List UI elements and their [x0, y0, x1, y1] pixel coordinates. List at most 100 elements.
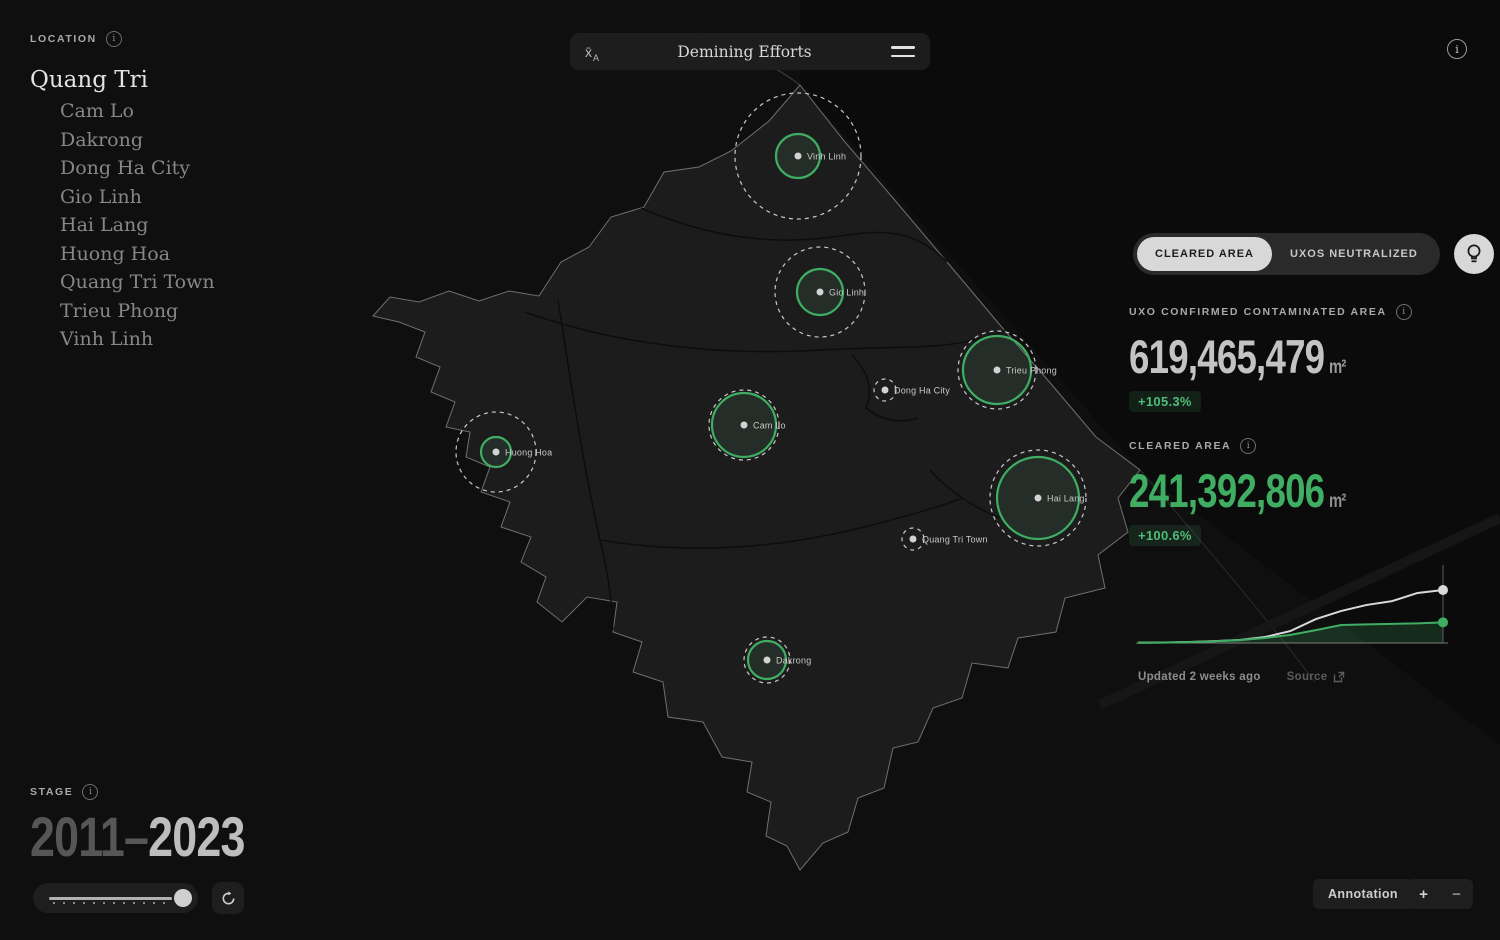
district-dot: [816, 288, 824, 296]
insights-button[interactable]: [1453, 234, 1494, 274]
slider-ticks: [53, 902, 171, 904]
unit-label: m²: [1328, 491, 1346, 512]
stat-contaminated-value: 619,465,479 m²: [1129, 330, 1346, 383]
zoom-out-button[interactable]: −: [1452, 885, 1461, 903]
external-link-icon: [1334, 671, 1345, 683]
toggle-cleared-area[interactable]: CLEARED AREA: [1137, 237, 1272, 271]
contaminated-ring: [743, 636, 791, 684]
stat-cleared-delta: +100.6%: [1129, 525, 1201, 546]
stat-contaminated-label: UXO CONFIRMED CONTAMINATED AREA: [1129, 306, 1387, 318]
contaminated-ring: [708, 389, 780, 461]
district-link-dakrong[interactable]: Dakrong: [60, 128, 143, 151]
district-link-trieu-phong[interactable]: Trieu Phong: [60, 299, 179, 322]
district-bubble-label: Trieu Phong: [1006, 366, 1057, 376]
province-boundary[interactable]: [372, 84, 1141, 871]
district-list: Cam Lo Dakrong Dong Ha City Gio Linh Hai Lan…: [30, 97, 215, 354]
district-bubble-trieu-phong[interactable]: Trieu Phong: [957, 330, 1057, 410]
district-dot: [492, 448, 500, 456]
district-link-gio-linh[interactable]: Gio Linh: [60, 185, 142, 208]
sea-region: [800, 0, 1500, 745]
district-bubble-label: Gio Linh: [829, 288, 864, 298]
shoreline-south: [1139, 469, 1316, 683]
district-bubbles: Vinh Linh Gio Linh Trieu Phong Dong Ha City…: [455, 92, 1087, 684]
annotation-button[interactable]: Annotation: [1313, 879, 1413, 909]
contaminated-info-icon[interactable]: [1395, 304, 1412, 320]
stage-range: 2011–2023: [30, 804, 245, 869]
district-bubble-gio-linh[interactable]: Gio Linh: [774, 246, 866, 338]
stage-separator: –: [124, 805, 149, 868]
district-bubble-label: Quang Tri Town: [922, 535, 988, 545]
district-link-vinh-linh[interactable]: Vinh Linh: [60, 328, 154, 350]
cleared-line: [1137, 621, 1444, 644]
district-link-quang-tri-town[interactable]: Quang Tri Town: [60, 271, 215, 293]
district-boundaries: [524, 207, 1006, 631]
district-dot: [909, 535, 917, 543]
stage-label: STAGE: [30, 786, 74, 798]
district-bubble-vinh-linh[interactable]: Vinh Linh: [734, 92, 862, 220]
translate-icon[interactable]: [585, 45, 598, 59]
district-dot: [1034, 494, 1042, 502]
district-bubble-label: Vinh Linh: [807, 152, 846, 162]
stage-panel: STAGE 2011–2023: [30, 784, 298, 869]
zoom-in-button[interactable]: +: [1419, 885, 1428, 903]
location-info-icon[interactable]: [105, 31, 122, 47]
layer-toggle-row: CLEARED AREA UXOS NEUTRALIZED: [1133, 233, 1494, 275]
stat-cleared-label: CLEARED AREA: [1129, 440, 1232, 452]
cleared-area-fill: [1138, 622, 1443, 643]
unit-label: m²: [1328, 357, 1346, 378]
district-bubble-hai-lang[interactable]: Hai Lang: [989, 449, 1087, 547]
replay-button[interactable]: [212, 882, 244, 914]
district-bubble-dakrong[interactable]: Dakrong: [743, 636, 811, 684]
location-label: LOCATION: [30, 33, 97, 45]
district-bubble-quang-tri-town[interactable]: Quang Tri Town: [901, 527, 988, 551]
province-link[interactable]: Quang Tri: [30, 67, 148, 93]
toggle-uxos-neutralized[interactable]: UXOS NEUTRALIZED: [1290, 248, 1418, 260]
district-link-hai-lang[interactable]: Hai Lang: [60, 214, 149, 236]
district-dot: [740, 421, 748, 429]
updated-text: Updated 2 weeks ago: [1138, 671, 1261, 683]
district-bubble-label: Dong Ha City: [894, 386, 950, 396]
stat-contaminated-delta: +105.3%: [1129, 391, 1201, 412]
contaminated-ring: [774, 246, 866, 338]
contaminated-ring: [455, 411, 537, 493]
page-info-button[interactable]: [1442, 34, 1472, 64]
refresh-icon: [222, 890, 234, 904]
menu-icon[interactable]: [890, 46, 915, 57]
stage-info-icon[interactable]: [82, 784, 99, 800]
district-bubble-cam-lo[interactable]: Cam Lo: [708, 389, 786, 461]
contaminated-ring: [989, 449, 1087, 547]
district-bubble-label: Huong Hoa: [505, 448, 552, 458]
contaminated-ring: [957, 330, 1037, 410]
stage-start-year: 2011: [30, 805, 125, 868]
info-icon: [1447, 39, 1467, 59]
district-link-cam-lo[interactable]: Cam Lo: [60, 100, 134, 122]
district-bubble-dong-ha-city[interactable]: Dong Ha City: [873, 378, 950, 402]
slider-track[interactable]: [49, 897, 172, 900]
road-line: [1097, 513, 1500, 710]
district-dot: [881, 386, 889, 394]
district-bubble-huong-hoa[interactable]: Huong Hoa: [455, 411, 552, 493]
timeline-slider[interactable]: [33, 883, 198, 913]
map-zoom-control: + −: [1407, 879, 1473, 909]
district-bubble-label: Dakrong: [776, 656, 811, 666]
stat-contaminated: UXO CONFIRMED CONTAMINATED AREA 619,465,…: [1129, 304, 1412, 412]
district-bubble-label: Hai Lang: [1047, 494, 1085, 504]
cleared-info-icon[interactable]: [1240, 438, 1257, 454]
page-title: Demining Efforts: [677, 42, 812, 61]
lightbulb-icon: [1467, 244, 1481, 263]
district-dot: [993, 366, 1001, 374]
sparkline-chart: [1136, 565, 1448, 644]
contaminated-end-dot: [1438, 585, 1448, 595]
district-dot: [763, 656, 771, 664]
contaminated-ring: [734, 92, 862, 220]
cleared-end-dot: [1438, 617, 1448, 628]
trend-chart: [1130, 553, 1460, 658]
contaminated-ring: [873, 378, 897, 402]
district-link-huong-hoa[interactable]: Huong Hoa: [60, 242, 171, 265]
source-link[interactable]: Source: [1287, 671, 1346, 683]
district-link-dong-ha-city[interactable]: Dong Ha City: [60, 157, 191, 179]
slider-handle[interactable]: [174, 889, 192, 907]
title-bar: Demining Efforts: [570, 33, 930, 70]
